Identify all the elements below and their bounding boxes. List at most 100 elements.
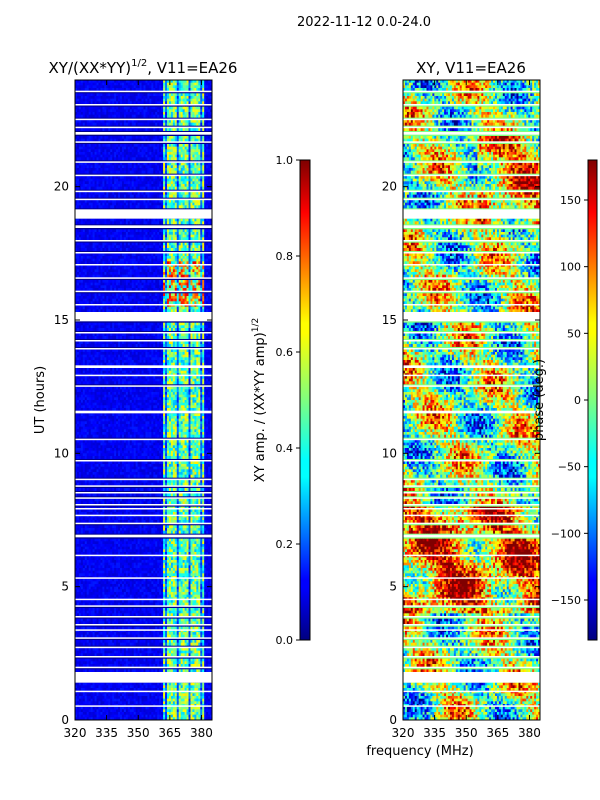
amplitude-heatmap-cell (114, 168, 117, 171)
amplitude-heatmap-cell (82, 229, 86, 233)
amplitude-heatmap-cell (98, 149, 101, 153)
amplitude-heatmap-cell (145, 229, 148, 233)
amplitude-heatmap-cell (106, 162, 109, 166)
amplitude-heatmap-cell (125, 301, 129, 305)
amplitude-heatmap-cell (116, 298, 119, 302)
amplitude-heatmap-cell (166, 88, 170, 91)
amplitude-heatmap-cell (80, 269, 84, 273)
amplitude-heatmap-cell (168, 152, 172, 155)
amplitude-heatmap-cell (188, 106, 191, 110)
amplitude-heatmap-cell (76, 98, 80, 102)
amplitude-heatmap-cell (123, 333, 127, 337)
amplitude-heatmap-cell (127, 248, 131, 251)
amplitude-heatmap-cell (104, 186, 107, 190)
amplitude-heatmap-cell (92, 309, 95, 313)
amplitude-heatmap-cell (172, 280, 176, 283)
amplitude-heatmap-cell (198, 309, 201, 313)
amplitude-heatmap-cell (108, 120, 111, 123)
amplitude-heatmap-cell (176, 80, 180, 83)
amplitude-heatmap-cell (190, 200, 193, 203)
amplitude-heatmap-cell (129, 285, 133, 289)
amplitude-heatmap-cell (123, 176, 127, 179)
amplitude-heatmap-cell (80, 261, 84, 265)
amplitude-heatmap-cell (86, 154, 90, 158)
amplitude-heatmap-cell (116, 280, 119, 283)
amplitude-heatmap-cell (170, 253, 174, 257)
amplitude-heatmap-cell (198, 165, 201, 169)
amplitude-heatmap-cell (157, 309, 160, 313)
amplitude-heatmap-cell (147, 128, 150, 131)
amplitude-heatmap-cell (86, 285, 90, 289)
amplitude-heatmap-cell (182, 146, 185, 150)
amplitude-heatmap-cell (176, 234, 180, 238)
amplitude-heatmap-cell (206, 112, 209, 115)
amplitude-heatmap-cell (86, 88, 90, 91)
amplitude-heatmap-cell (137, 232, 140, 235)
amplitude-heatmap-cell (139, 333, 142, 337)
amplitude-heatmap-cell (170, 109, 174, 113)
amplitude-heatmap-cell (135, 154, 139, 158)
amplitude-heatmap-cell (118, 333, 121, 337)
amplitude-heatmap-cell (196, 242, 199, 246)
amplitude-heatmap-cell (82, 152, 86, 155)
amplitude-heatmap-cell (188, 157, 191, 161)
amplitude-heatmap-cell (143, 202, 146, 206)
amplitude-heatmap-cell (200, 242, 203, 246)
amplitude-heatmap-cell (176, 170, 180, 174)
amplitude-heatmap-cell (186, 168, 189, 171)
amplitude-heatmap-cell (184, 200, 187, 203)
amplitude-heatmap-cell (184, 234, 187, 238)
amplitude-heatmap-cell (135, 93, 139, 97)
amplitude-heatmap-cell (165, 325, 168, 329)
amplitude-heatmap-cell (170, 309, 174, 313)
amplitude-heatmap-cell (75, 120, 78, 123)
amplitude-heatmap-cell (92, 256, 95, 259)
amplitude-heatmap-cell (149, 336, 152, 339)
amplitude-heatmap-cell (163, 178, 166, 182)
amplitude-heatmap-cell (86, 333, 90, 337)
amplitude-heatmap-cell (133, 205, 137, 209)
amplitude-heatmap-cell (112, 162, 115, 166)
amplitude-heatmap-cell (98, 242, 101, 246)
amplitude-heatmap-cell (78, 221, 82, 225)
amplitude-heatmap-cell (174, 88, 178, 91)
amplitude-heatmap-cell (145, 242, 148, 246)
amplitude-heatmap-cell (104, 144, 107, 147)
amplitude-heatmap-cell (184, 112, 187, 115)
amplitude-heatmap-cell (123, 205, 127, 209)
amplitude-heatmap-cell (78, 162, 82, 166)
amplitude-heatmap-cell (202, 184, 205, 187)
amplitude-heatmap-cell (98, 82, 101, 86)
amplitude-heatmap-cell (139, 205, 142, 209)
amplitude-heatmap-cell (98, 234, 101, 238)
amplitude-heatmap-cell (188, 232, 191, 235)
amplitude-heatmap-cell (129, 248, 133, 251)
amplitude-heatmap-cell (75, 306, 78, 310)
amplitude-heatmap-cell (80, 229, 84, 233)
amplitude-heatmap-cell (76, 109, 80, 113)
amplitude-heatmap-cell (98, 272, 101, 275)
amplitude-heatmap-cell (112, 181, 115, 185)
amplitude-heatmap-cell (112, 106, 115, 110)
amplitude-heatmap-cell (106, 144, 109, 147)
amplitude-heatmap-cell (127, 192, 131, 195)
amplitude-heatmap-cell (112, 242, 115, 246)
amplitude-heatmap-cell (118, 154, 121, 158)
amplitude-heatmap-cell (96, 112, 99, 115)
amplitude-heatmap-cell (165, 221, 168, 225)
amplitude-heatmap-cell (188, 266, 191, 270)
amplitude-heatmap-cell (123, 306, 127, 310)
amplitude-heatmap-cell (172, 232, 176, 235)
amplitude-heatmap-cell (172, 114, 176, 118)
amplitude-heatmap-cell (137, 202, 140, 206)
amplitude-heatmap-cell (82, 274, 86, 278)
amplitude-heatmap-cell (92, 341, 95, 345)
amplitude-heatmap-cell (172, 266, 176, 270)
amplitude-heatmap-cell (106, 232, 109, 235)
amplitude-heatmap-cell (80, 293, 84, 297)
amplitude-heatmap-cell (104, 168, 107, 171)
amplitude-heatmap-cell (129, 232, 133, 235)
amplitude-heatmap-cell (157, 229, 160, 233)
amplitude-heatmap-cell (192, 194, 195, 198)
amplitude-heatmap-cell (186, 202, 189, 206)
